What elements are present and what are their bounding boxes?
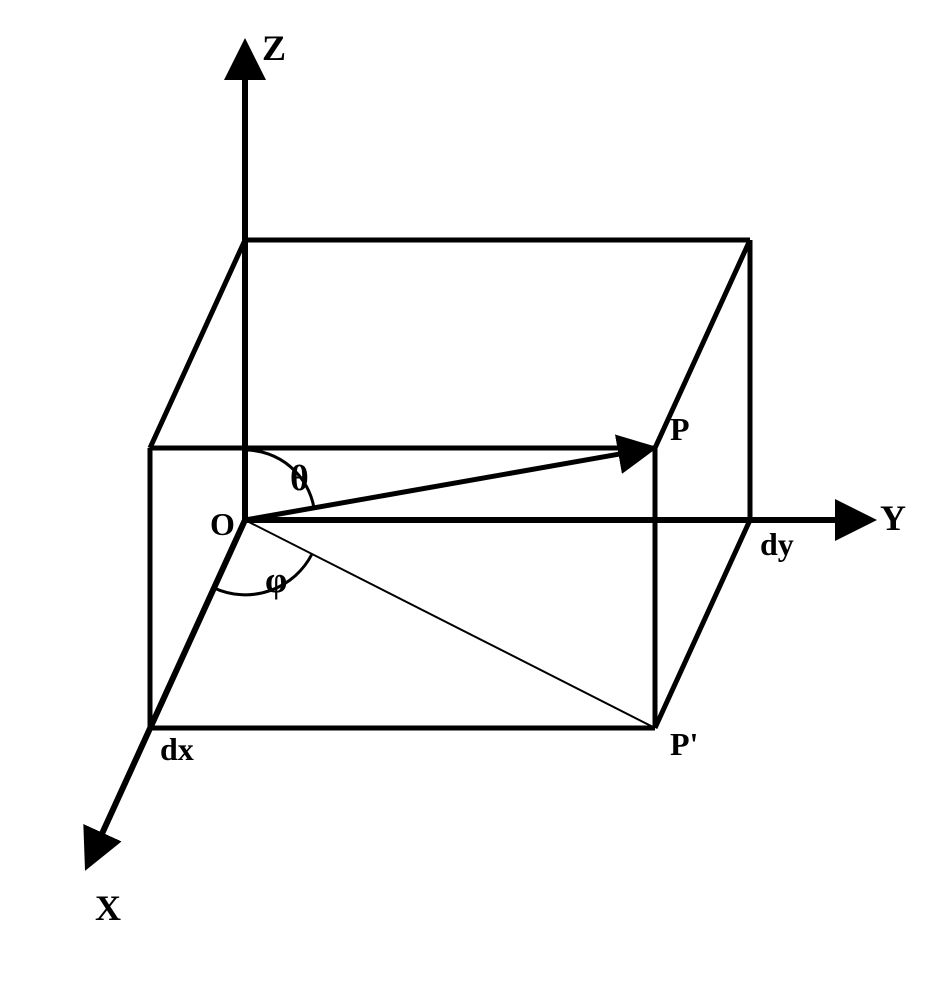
cube-edge-top-4 bbox=[150, 240, 245, 448]
projection-line bbox=[245, 520, 655, 728]
phi-label: φ bbox=[265, 560, 287, 600]
y-axis-label: Y bbox=[880, 498, 906, 538]
x-axis bbox=[90, 520, 245, 860]
z-axis-label: Z bbox=[262, 28, 286, 68]
theta-label: θ bbox=[290, 458, 309, 498]
dy-label: dy bbox=[760, 526, 794, 562]
dx-label: dx bbox=[160, 731, 194, 767]
x-axis-label: X bbox=[95, 888, 121, 928]
cube-edge-bottom-1 bbox=[655, 520, 750, 728]
coordinate-diagram: O Z Y X dx dy P P' θ φ bbox=[0, 0, 947, 1000]
p-prime-label: P' bbox=[670, 726, 698, 762]
p-label: P bbox=[670, 411, 690, 447]
origin-label: O bbox=[210, 506, 235, 542]
